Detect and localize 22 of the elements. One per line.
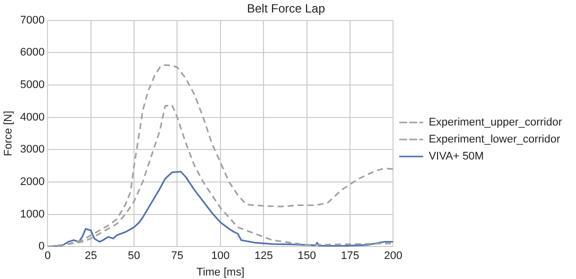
y-tick-label: 3000 [20, 144, 45, 156]
x-tick-label: 75 [171, 250, 184, 262]
y-tick-label: 4000 [20, 111, 45, 124]
chart-title: Belt Force Lap [246, 2, 326, 16]
y-tick-label: 7000 [20, 14, 45, 26]
x-tick-label: 100 [211, 250, 230, 262]
y-axis-title: Force [N] [2, 110, 15, 156]
y-tick-label: 2000 [20, 176, 45, 188]
x-axis-title: Time [ms] [196, 266, 244, 278]
x-tick-label: 150 [298, 250, 316, 262]
y-tick-label: 5000 [20, 79, 45, 92]
x-tick-label: 175 [340, 250, 360, 262]
x-tick-label: 25 [84, 250, 97, 262]
x-tick-label: 125 [254, 250, 273, 262]
y-tick-label: 1000 [20, 208, 45, 220]
legend-label: Experiment_upper_corridor [428, 116, 562, 129]
x-tick-label: 50 [128, 250, 140, 262]
y-tick-label: 0 [38, 240, 45, 253]
x-tick-label: 200 [384, 250, 402, 262]
legend-label: Experiment_lower_corridor [428, 134, 560, 146]
y-tick-label: 6000 [20, 46, 45, 59]
legend-label: VIVA+ 50M [428, 150, 484, 163]
